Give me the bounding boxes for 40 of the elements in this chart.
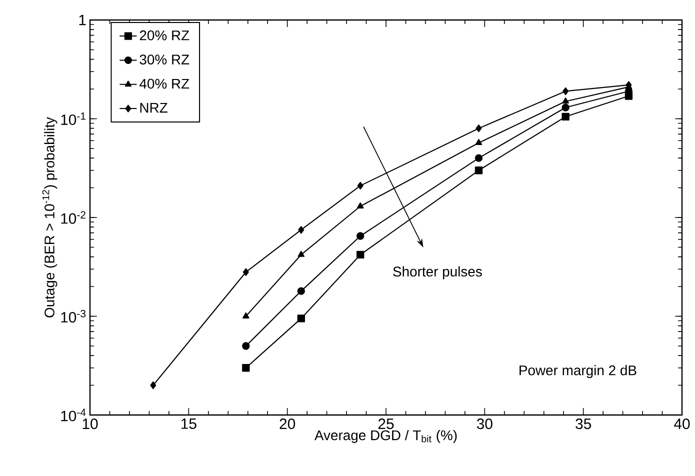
y-tick-label: 10$^{-2}$ <box>61 211 86 224</box>
point <box>474 154 483 162</box>
annotation: Power margin 2 dB <box>520 365 636 378</box>
x-tick-label: 30 <box>476 418 492 430</box>
legend-label: NRZ <box>140 103 168 113</box>
y-tick-label: 1 <box>79 14 86 26</box>
annotation: Shorter pulses <box>393 266 482 280</box>
y-tick-label: 10$^{-1}$ <box>61 112 86 126</box>
x-tick-label: 25 <box>378 418 394 430</box>
point <box>357 182 364 190</box>
point <box>356 202 364 208</box>
point <box>297 287 305 295</box>
point <box>242 268 249 276</box>
point <box>562 98 569 104</box>
point <box>356 232 364 240</box>
point <box>562 87 569 96</box>
y-tick-label: 10$^{-3}$ <box>61 310 86 323</box>
point <box>476 124 482 132</box>
point <box>562 104 570 112</box>
point <box>298 250 305 257</box>
point <box>242 364 250 372</box>
point <box>475 139 482 146</box>
point <box>242 342 250 350</box>
point <box>298 226 304 234</box>
x-tick-label: 35 <box>576 418 592 430</box>
point <box>356 250 364 259</box>
x-tick-label: 10 <box>82 418 98 430</box>
legend-label: 20% RZ <box>140 30 190 40</box>
point <box>150 381 156 390</box>
point <box>297 314 305 322</box>
point <box>242 312 250 318</box>
legend-label: 30% RZ <box>140 54 190 65</box>
x-tick-label: 40 <box>674 418 690 430</box>
point <box>474 166 483 174</box>
legend-label: 40% RZ <box>140 78 190 89</box>
point <box>562 112 570 120</box>
y-axis-title: Outage (BER > 10$^{-12}$) probability <box>42 117 58 318</box>
x-axis-title: Average DGD / T$_{bit}$ (%) <box>314 430 457 443</box>
x-tick-label: 15 <box>181 418 196 429</box>
x-tick-label: 20 <box>280 418 296 430</box>
